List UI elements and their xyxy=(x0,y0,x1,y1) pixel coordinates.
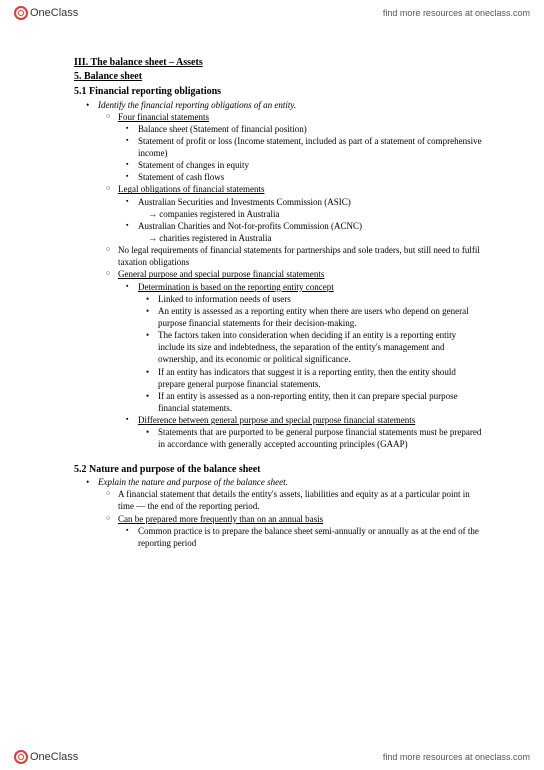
det-item-4: If an entity has indicators that suggest… xyxy=(148,366,484,390)
brand-name: OneClass xyxy=(30,7,78,19)
asic-item: Australian Securities and Investments Co… xyxy=(128,196,484,208)
fs-item-4: Statement of cash flows xyxy=(128,171,484,183)
fs-item-2: Statement of profit or loss (Income stat… xyxy=(128,135,484,159)
page-header: OneClass find more resources at oneclass… xyxy=(0,0,544,26)
s52-b-text: Can be prepared more frequently than on … xyxy=(118,514,323,524)
header-tagline: find more resources at oneclass.com xyxy=(383,8,530,18)
det-item-1: Linked to information needs of users xyxy=(148,293,484,305)
gp-sp-heading: General purpose and special purpose fina… xyxy=(108,268,484,280)
document-body: III. The balance sheet – Assets 5. Balan… xyxy=(0,26,544,559)
brand-name-footer: OneClass xyxy=(30,751,78,763)
s52-item-b1: Common practice is to prepare the balanc… xyxy=(128,525,484,549)
fs-item-3: Statement of changes in equity xyxy=(128,159,484,171)
four-fs-heading: Four financial statements xyxy=(108,111,484,123)
legal-text: Legal obligations of financial statement… xyxy=(118,184,264,194)
logo-icon xyxy=(14,6,28,20)
chapter-title: III. The balance sheet – Assets xyxy=(74,56,484,70)
four-fs-text: Four financial statements xyxy=(118,112,209,122)
acnc-arrow: → charities registered in Australia xyxy=(138,232,484,244)
legal-heading: Legal obligations of financial statement… xyxy=(108,183,484,195)
page-footer: OneClass find more resources at oneclass… xyxy=(0,744,544,770)
fs-item-1: Balance sheet (Statement of financial po… xyxy=(128,123,484,135)
section-title: 5. Balance sheet xyxy=(74,70,484,84)
asic-arrow: → companies registered in Australia xyxy=(138,208,484,220)
det-item-2: An entity is assessed as a reporting ent… xyxy=(148,305,484,329)
det-item-3: The factors taken into consideration whe… xyxy=(148,329,484,365)
s52-item-a: A financial statement that details the e… xyxy=(108,488,484,512)
intro-52: Explain the nature and purpose of the ba… xyxy=(88,476,484,488)
diff-heading: Difference between general purpose and s… xyxy=(128,414,484,426)
subsection-52-title: 5.2 Nature and purpose of the balance sh… xyxy=(74,463,484,477)
no-legal-item: No legal requirements of financial state… xyxy=(108,244,484,268)
diff-text: Difference between general purpose and s… xyxy=(138,415,415,425)
determination-text: Determination is based on the reporting … xyxy=(138,282,334,292)
acnc-item: Australian Charities and Not-for-profits… xyxy=(128,220,484,232)
determination-heading: Determination is based on the reporting … xyxy=(128,281,484,293)
subsection-51-title: 5.1 Financial reporting obligations xyxy=(74,85,484,99)
intro-51: Identify the financial reporting obligat… xyxy=(88,99,484,111)
s52-item-b: Can be prepared more frequently than on … xyxy=(108,513,484,525)
footer-tagline: find more resources at oneclass.com xyxy=(383,752,530,762)
brand-logo-footer: OneClass xyxy=(14,750,78,764)
logo-icon-footer xyxy=(14,750,28,764)
brand-logo: OneClass xyxy=(14,6,78,20)
diff-item-1: Statements that are purported to be gene… xyxy=(148,426,484,450)
gp-sp-text: General purpose and special purpose fina… xyxy=(118,269,324,279)
det-item-5: If an entity is assessed as a non-report… xyxy=(148,390,484,414)
